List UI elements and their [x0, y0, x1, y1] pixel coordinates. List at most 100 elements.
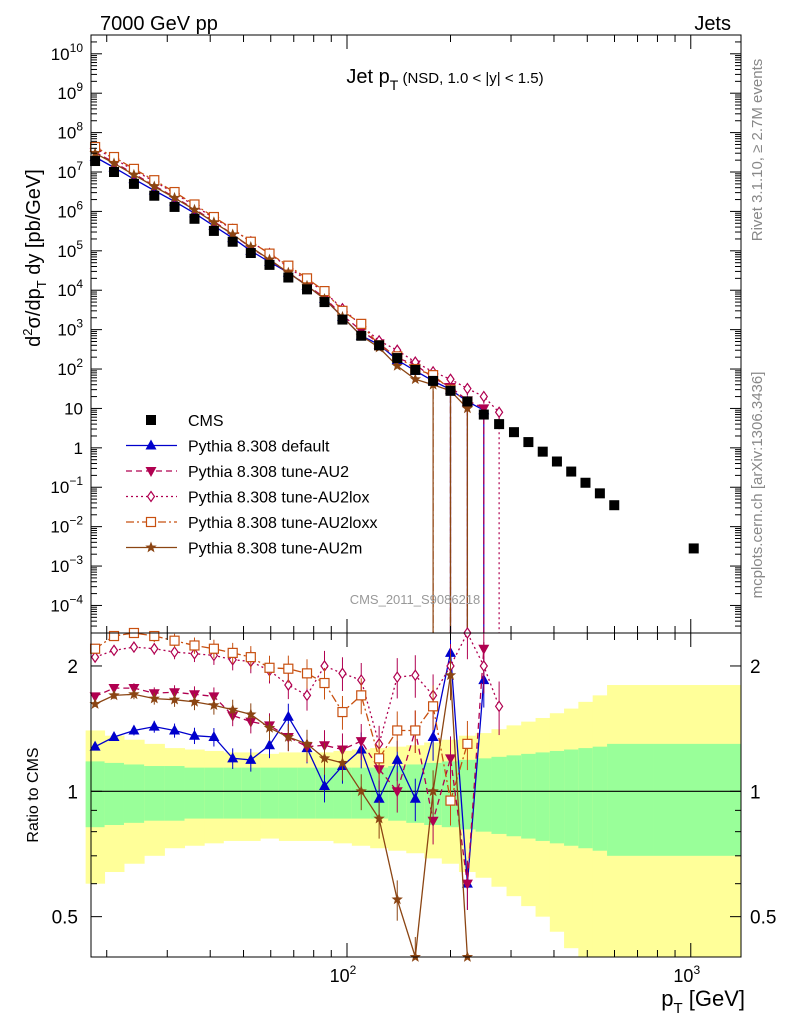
ratio-point-au2loxx — [227, 647, 238, 658]
ratio-point-au2loxx — [169, 635, 180, 646]
cms-point — [478, 409, 489, 420]
legend-label: CMS — [188, 413, 224, 430]
legend-item-au2lox: Pythia 8.308 tune-AU2lox — [126, 490, 369, 507]
header-right: Jets — [694, 13, 731, 35]
main-series-cms — [90, 156, 699, 554]
cms-point — [551, 456, 562, 467]
ratio-band-inner — [564, 749, 579, 846]
ratio-point-au2m — [355, 785, 367, 797]
main-y-tick-label: 102 — [57, 356, 83, 379]
xlabel-sub: T — [673, 1000, 682, 1017]
main-y-tick-base: 10 — [57, 242, 76, 261]
xlabel-rest: [GeV] — [683, 986, 745, 1011]
cms-point — [594, 488, 605, 499]
cms-point — [149, 190, 160, 201]
main-y-tick-base: 10 — [57, 281, 76, 300]
main-y-tick-base: 10 — [50, 478, 69, 497]
ratio-point-au2lox — [150, 642, 159, 655]
ratio-point-default — [427, 731, 439, 742]
cms-point — [445, 385, 456, 396]
main-y-tick-exp: 2 — [76, 356, 83, 370]
main-y-tick-label: 10−3 — [50, 553, 83, 576]
ratio-point-default — [409, 792, 421, 803]
main-panel: 10−410−310−210−1110102103104105106107108… — [20, 34, 742, 634]
ratio-series-au2m — [89, 653, 474, 962]
main-point-au2lox — [446, 373, 455, 386]
cms-point — [337, 314, 348, 325]
cms-point — [374, 340, 385, 351]
ratio-series-layer — [89, 626, 504, 962]
ratio-point-default — [245, 753, 257, 764]
main-y-tick-exp: 5 — [76, 238, 83, 252]
ratio-y-tick-label-right: 0.5 — [750, 908, 776, 929]
ratio-point-default — [148, 720, 160, 731]
ratio-point-au2m — [245, 708, 257, 720]
cms-point — [688, 543, 699, 554]
main-y-tick-base: 10 — [51, 45, 70, 64]
ratio-band-inner — [535, 752, 551, 841]
x-axis-label: pT [GeV] — [661, 986, 745, 1017]
main-point-au2m — [188, 203, 201, 215]
cms-point — [128, 178, 139, 189]
ratio-point-au2 — [355, 737, 367, 748]
main-y-tick-base: 10 — [57, 124, 76, 143]
ratio-point-au2m — [148, 692, 160, 704]
ratio-point-au2m — [168, 693, 181, 705]
main-y-tick-label: 103 — [57, 317, 83, 340]
ratio-point-au2lox — [479, 659, 489, 673]
ratio-point-default — [128, 724, 140, 735]
ratio-point-au2m — [391, 893, 403, 905]
main-point-au2m — [148, 180, 160, 192]
legend-item-cms: CMS — [146, 413, 224, 430]
cms-point — [169, 201, 180, 212]
ratio-point-au2loxx — [108, 630, 120, 642]
ratio-band-inner — [491, 756, 508, 834]
ratio-point-au2loxx — [410, 725, 421, 736]
ratio-point-default — [208, 731, 220, 742]
ylabel-part-1: 2 — [20, 328, 35, 335]
ratio-point-default — [108, 731, 120, 742]
ratio-point-au2m — [89, 698, 101, 709]
ratio-point-default — [373, 792, 385, 803]
ratio-point-au2loxx — [208, 643, 219, 654]
ratio-band-inner — [260, 767, 280, 819]
main-point-au2m — [208, 216, 220, 228]
legend-label: Pythia 8.308 tune-AU2lox — [188, 490, 369, 507]
side-label-mcplots: mcplots.cern.ch [arXiv:1306.3436] — [749, 372, 766, 599]
cms-point — [319, 297, 330, 308]
ratio-point-au2loxx — [319, 677, 330, 689]
legend-marker — [146, 415, 156, 425]
cms-point — [283, 272, 294, 283]
main-y-tick-base: 10 — [57, 202, 76, 221]
ratio-y-tick-label: 1 — [67, 782, 78, 803]
ratio-band-inner — [475, 758, 492, 832]
ratio-point-au2loxx — [189, 640, 200, 651]
ratio-point-au2m — [409, 951, 421, 962]
main-y-label: d2σ/dpT dy [pb/GeV] — [20, 169, 49, 347]
ratio-point-au2loxx — [149, 630, 160, 642]
ratio-band-inner — [458, 759, 477, 830]
main-point-au2m — [89, 147, 101, 159]
main-y-tick-exp: 7 — [76, 159, 83, 173]
legend-marker — [146, 490, 156, 503]
ratio-point-au2m — [461, 951, 474, 962]
ratio-point-au2 — [391, 787, 403, 798]
main-y-tick-label: 108 — [57, 120, 83, 143]
xlabel-main: p — [661, 986, 673, 1011]
side-label-rivet: Rivet 3.1.10, ≥ 2.7M events — [749, 59, 766, 242]
main-point-au2m — [168, 191, 181, 203]
main-y-tick-base: 10 — [57, 360, 76, 379]
cms-point — [537, 446, 548, 457]
main-y-tick-label: 10−2 — [50, 514, 83, 537]
main-title-main: Jet p — [346, 66, 389, 88]
ylabel-part-0: d — [23, 336, 45, 347]
main-title-rest: (NSD, 1.0 < |y| < 1.5) — [398, 70, 543, 87]
main-y-tick-base: 10 — [64, 399, 83, 418]
ratio-point-au2m — [108, 689, 120, 701]
ratio-point-au2loxx — [427, 701, 439, 712]
ratio-point-au2m — [263, 721, 276, 733]
ratio-point-au2m — [282, 731, 294, 742]
ratio-point-au2 — [444, 754, 456, 765]
ratio-point-au2loxx — [337, 706, 348, 718]
main-point-au2m — [245, 241, 257, 252]
